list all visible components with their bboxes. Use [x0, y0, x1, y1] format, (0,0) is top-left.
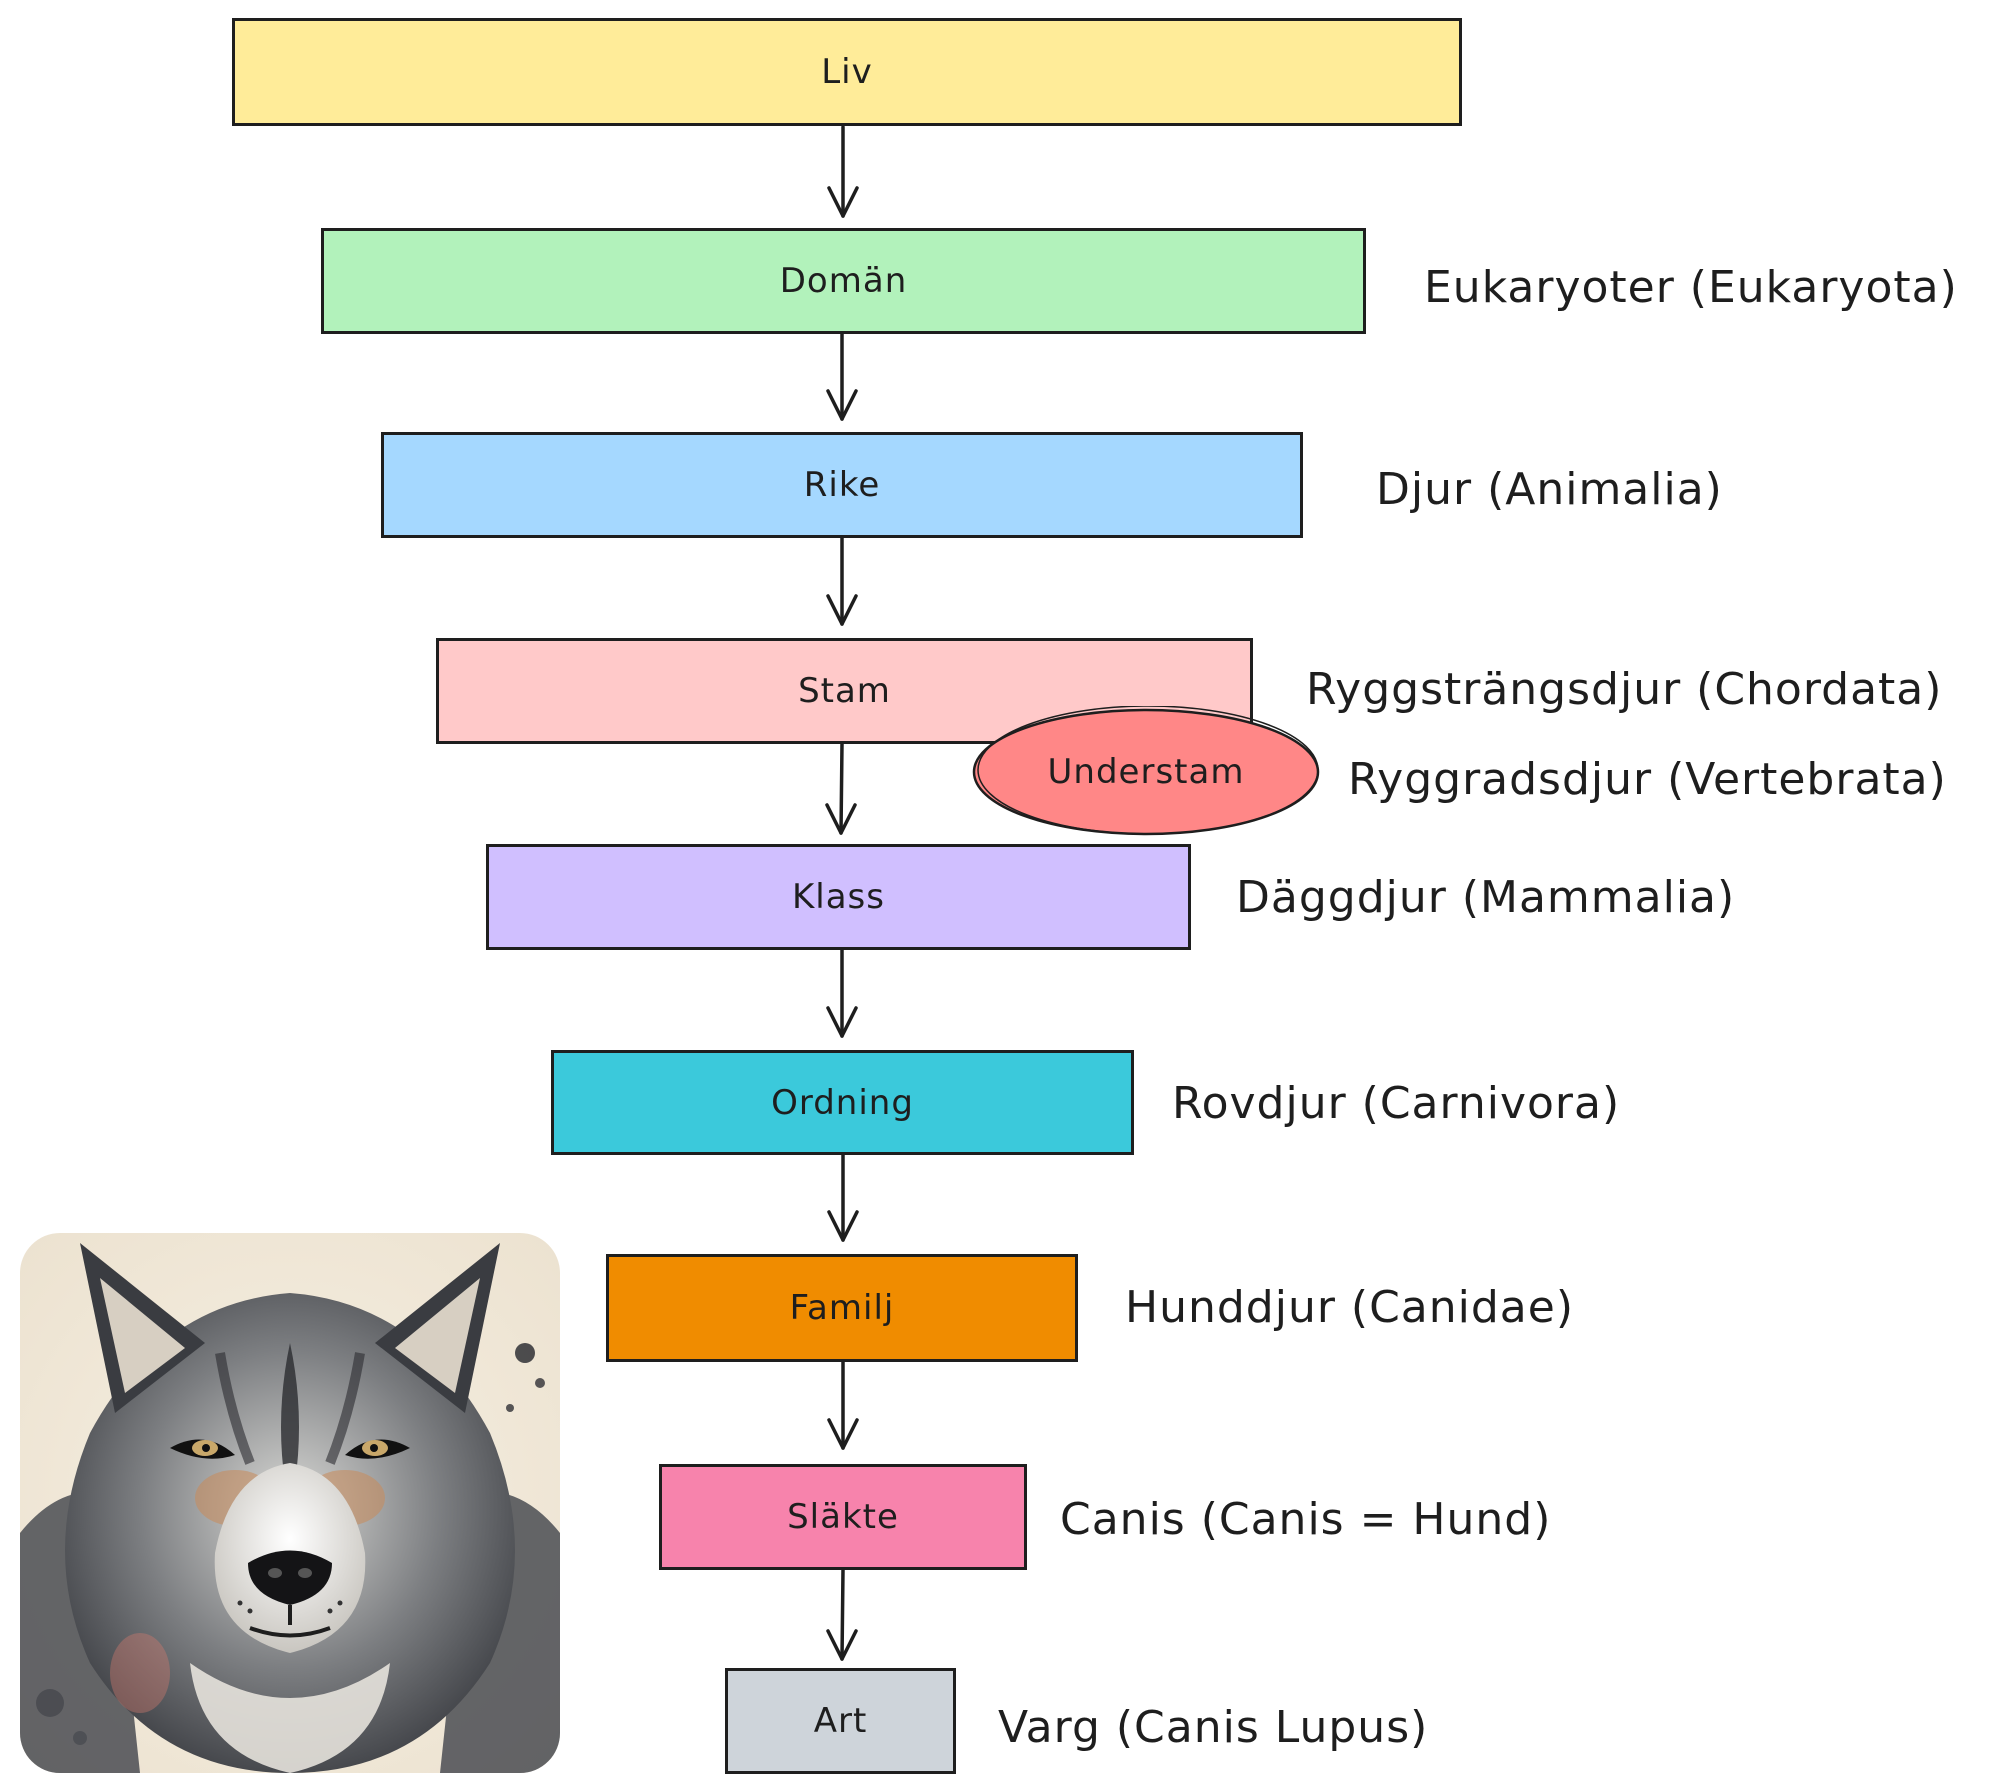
taxon-art: Varg (Canis Lupus) — [998, 1702, 1429, 1753]
rank-box-rike: Rike — [381, 432, 1303, 538]
rank-label-art: Art — [813, 1701, 868, 1741]
taxon-stam: Ryggsträngsdjur (Chordata) — [1306, 664, 1943, 715]
taxon-doman: Eukaryoter (Eukaryota) — [1424, 262, 1958, 313]
subphylum-label: Understam — [1047, 752, 1245, 792]
rank-box-klass: Klass — [486, 844, 1191, 950]
rank-label-doman: Domän — [779, 261, 908, 301]
rank-label-rike: Rike — [803, 465, 881, 505]
taxon-ordning: Rovdjur (Carnivora) — [1172, 1078, 1621, 1129]
rank-box-doman: Domän — [321, 228, 1366, 334]
rank-box-liv: Liv — [232, 18, 1462, 126]
rank-label-liv: Liv — [821, 52, 873, 92]
rank-box-familj: Familj — [606, 1254, 1078, 1362]
rank-label-klass: Klass — [791, 877, 885, 917]
taxon-slakte: Canis (Canis = Hund) — [1060, 1494, 1552, 1545]
wolf-illustration — [20, 1233, 560, 1773]
rank-label-familj: Familj — [789, 1288, 895, 1328]
taxon-familj: Hunddjur (Canidae) — [1125, 1282, 1574, 1333]
rank-label-ordning: Ordning — [771, 1082, 914, 1123]
taxon-klass: Däggdjur (Mammalia) — [1236, 872, 1736, 923]
taxon-rike: Djur (Animalia) — [1376, 464, 1723, 515]
rank-box-slakte: Släkte — [659, 1464, 1027, 1570]
rank-box-ordning: Ordning — [551, 1050, 1134, 1155]
rank-label-stam: Stam — [798, 671, 891, 711]
subphylum-ellipse: Understam — [970, 706, 1322, 838]
subphylum-ellipse-shape — [972, 706, 1320, 836]
arrow-stam-klass — [839, 742, 844, 835]
arrow-slakte-art — [840, 1568, 845, 1661]
rank-box-art: Art — [725, 1668, 956, 1774]
taxon-understam: Ryggradsdjur (Vertebrata) — [1348, 754, 1947, 805]
rank-label-slakte: Släkte — [787, 1497, 899, 1537]
